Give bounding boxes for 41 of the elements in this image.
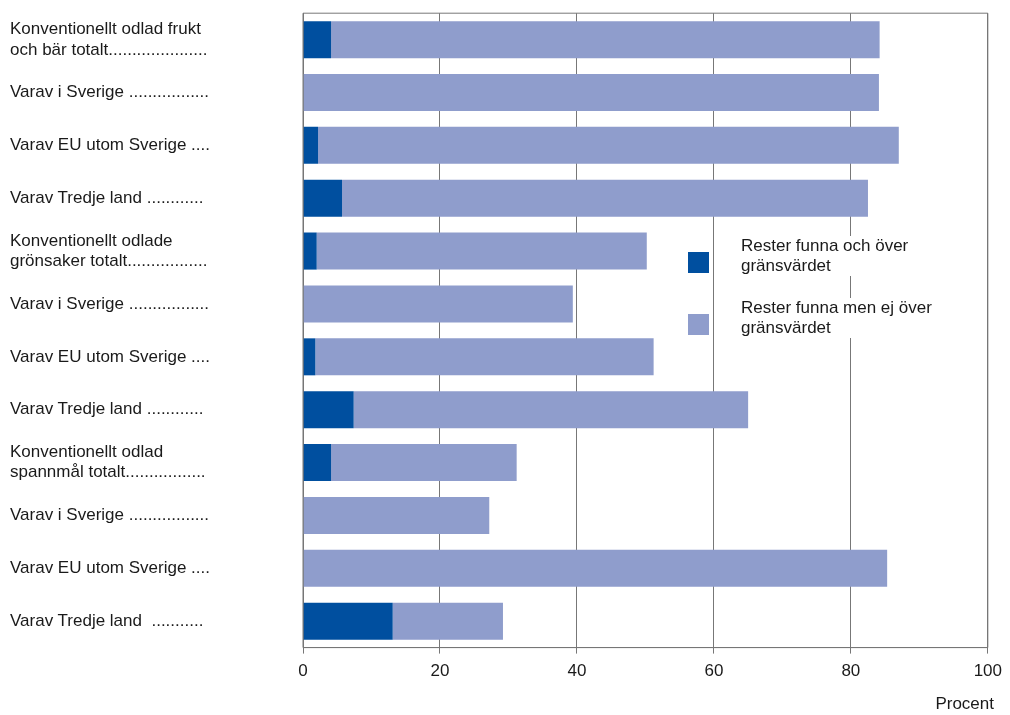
y-tick-label: Varav i Sverige ................. (10, 293, 210, 313)
bar (303, 391, 354, 429)
legend-label: Rester funna och över gränsvärdet (741, 236, 948, 276)
x-tick-label: 40 (567, 661, 587, 681)
y-tick-label: Konventionellt odlad frukt och bär totalt..................... (10, 19, 208, 59)
y-tick-label: Varav i Sverige ................. (10, 505, 210, 525)
bar (316, 232, 647, 270)
x-tick-label: 0 (298, 661, 308, 681)
bar (303, 126, 319, 164)
x-tick-label: 100 (973, 661, 1003, 681)
x-axis-title: Procent (935, 694, 994, 714)
bar (315, 338, 654, 376)
bar (392, 602, 503, 640)
y-tick-label: Varav EU utom Sverige .... (10, 557, 210, 577)
y-tick-label: Varav EU utom Sverige .... (10, 346, 210, 366)
y-tick-label: Varav Tredje land ............ (10, 187, 204, 207)
bar (303, 179, 343, 217)
bar (303, 549, 888, 587)
y-tick-label: Varav EU utom Sverige .... (10, 135, 210, 155)
y-tick-label: Varav i Sverige ................. (10, 82, 210, 102)
x-tick-label: 80 (841, 661, 861, 681)
bar (303, 232, 317, 270)
bar (303, 444, 332, 482)
y-tick-label: Varav Tredje land ............ (10, 399, 204, 419)
bar (353, 391, 749, 429)
bar (331, 444, 517, 482)
bar (303, 338, 316, 376)
bar (303, 21, 332, 59)
bar (303, 602, 393, 640)
x-tick-label: 20 (430, 661, 450, 681)
bar (303, 285, 573, 323)
y-tick-label: Konventionellt odlade grönsaker totalt................. (10, 230, 208, 270)
bar (303, 74, 879, 111)
x-tick-label: 60 (704, 661, 724, 681)
bar (331, 21, 880, 59)
bar (303, 496, 490, 534)
legend-label: Rester funna men ej över gränsvärdet (741, 298, 948, 338)
y-tick-label: Konventionellt odlad spannmål totalt................. (10, 442, 206, 482)
y-tick-label: Varav Tredje land ........... (10, 610, 204, 630)
bar (342, 179, 868, 217)
bar (318, 126, 899, 164)
